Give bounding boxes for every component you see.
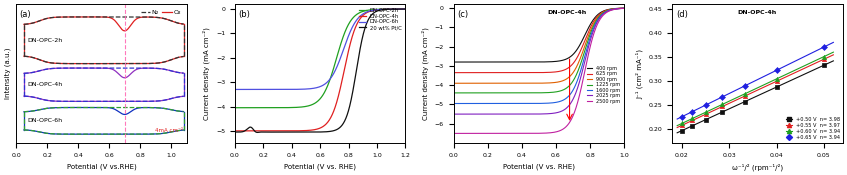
- Point: [770, 69, 783, 72]
- Point: [770, 78, 783, 80]
- Legend: +0.50 V  n= 3.98, +0.55 V  n= 3.97, +0.60 V  n= 3.94, +0.65 V  n= 3.94: +0.50 V n= 3.98, +0.55 V n= 3.97, +0.60 …: [785, 117, 840, 141]
- 20 wt% Pt/C: [252, 131, 263, 134]
- Legend: 400 rpm, 625 rpm, 900 rpm, 1225 rpm, 1600 rpm, 2025 rpm, 2500 rpm: 400 rpm, 625 rpm, 900 rpm, 1225 rpm, 160…: [585, 64, 622, 106]
- Point: [716, 103, 729, 106]
- DN-OPC-2h: [377, 8, 387, 10]
- Point: [817, 64, 831, 67]
- 20 wt% Pt/C: [329, 130, 339, 132]
- DN-OPC-6h: [230, 88, 240, 90]
- Y-axis label: Current density (mA cm⁻²): Current density (mA cm⁻²): [422, 27, 429, 120]
- Point: [716, 95, 729, 98]
- Text: (b): (b): [238, 10, 250, 19]
- Text: (d): (d): [676, 10, 688, 19]
- DN-OPC-6h: [334, 62, 344, 64]
- Legend: DN-OPC-2h, DN-OPC-4h, DN-OPC-6h, 20 wt% Pt/C: DN-OPC-2h, DN-OPC-4h, DN-OPC-6h, 20 wt% …: [358, 7, 402, 31]
- DN-OPC-2h: [339, 35, 349, 37]
- Point: [817, 58, 831, 61]
- X-axis label: Potential (V vs.RHE): Potential (V vs.RHE): [67, 163, 136, 170]
- DN-OPC-4h: [359, 13, 369, 15]
- Text: 4mA cm⁻²: 4mA cm⁻²: [155, 128, 183, 133]
- Point: [699, 118, 712, 121]
- Text: DN-OPC-4h: DN-OPC-4h: [547, 10, 587, 15]
- Point: [686, 124, 700, 127]
- Y-axis label: Intensity (a.u.): Intensity (a.u.): [4, 48, 11, 99]
- Text: (a): (a): [19, 10, 31, 19]
- DN-OPC-6h: [339, 48, 349, 51]
- Line: DN-OPC-4h: DN-OPC-4h: [235, 9, 406, 131]
- 20 wt% Pt/C: [377, 9, 387, 11]
- Point: [675, 129, 689, 132]
- Point: [739, 84, 752, 87]
- Point: [686, 117, 700, 120]
- Point: [770, 80, 783, 83]
- Point: [699, 111, 712, 114]
- DN-OPC-4h: [329, 110, 339, 112]
- Text: DN-OPC-2h: DN-OPC-2h: [27, 38, 63, 43]
- 20 wt% Pt/C: [401, 8, 411, 10]
- DN-OPC-2h: [230, 107, 240, 109]
- DN-OPC-2h: [241, 107, 251, 109]
- Point: [686, 119, 700, 122]
- Point: [699, 104, 712, 107]
- DN-OPC-6h: [241, 88, 251, 90]
- Point: [675, 115, 689, 118]
- Text: DN-OPC-4h: DN-OPC-4h: [737, 10, 777, 15]
- DN-OPC-2h: [334, 51, 344, 53]
- DN-OPC-2h: [401, 8, 411, 10]
- DN-OPC-2h: [359, 10, 369, 12]
- 20 wt% Pt/C: [339, 122, 349, 124]
- DN-OPC-6h: [329, 72, 339, 74]
- DN-OPC-6h: [359, 12, 369, 14]
- Point: [675, 122, 689, 125]
- DN-OPC-4h: [401, 8, 411, 10]
- Text: DN-OPC-4h: DN-OPC-4h: [27, 82, 63, 87]
- Point: [739, 92, 752, 95]
- Line: 20 wt% Pt/C: 20 wt% Pt/C: [235, 9, 406, 132]
- Line: DN-OPC-2h: DN-OPC-2h: [235, 9, 406, 108]
- Point: [739, 94, 752, 97]
- Text: DN-OPC-6h: DN-OPC-6h: [27, 118, 62, 123]
- Point: [716, 105, 729, 108]
- X-axis label: Potential (V vs. RHE): Potential (V vs. RHE): [503, 163, 575, 170]
- Point: [686, 110, 700, 113]
- Point: [817, 55, 831, 58]
- DN-OPC-4h: [241, 130, 251, 132]
- Y-axis label: J⁻¹ (cm² mA⁻¹): J⁻¹ (cm² mA⁻¹): [636, 49, 644, 99]
- DN-OPC-2h: [329, 66, 339, 68]
- DN-OPC-6h: [401, 8, 411, 10]
- X-axis label: Potential (V vs. RHE): Potential (V vs. RHE): [284, 163, 356, 170]
- 20 wt% Pt/C: [334, 127, 344, 130]
- Point: [817, 46, 831, 48]
- DN-OPC-4h: [334, 95, 344, 97]
- DN-OPC-4h: [377, 8, 387, 10]
- DN-OPC-4h: [230, 130, 240, 132]
- Point: [675, 124, 689, 127]
- 20 wt% Pt/C: [359, 29, 369, 31]
- Legend: N₂, O₂: N₂, O₂: [138, 7, 184, 18]
- Point: [770, 86, 783, 88]
- DN-OPC-4h: [339, 73, 349, 75]
- Text: (c): (c): [457, 10, 468, 19]
- Point: [699, 113, 712, 116]
- Line: DN-OPC-6h: DN-OPC-6h: [235, 9, 406, 89]
- Point: [739, 100, 752, 103]
- DN-OPC-6h: [377, 8, 387, 10]
- 20 wt% Pt/C: [230, 131, 240, 133]
- X-axis label: ω⁻¹/² (rpm⁻¹/²): ω⁻¹/² (rpm⁻¹/²): [732, 163, 783, 171]
- 20 wt% Pt/C: [241, 130, 251, 132]
- Point: [716, 111, 729, 113]
- Y-axis label: Current density (mA cm⁻²): Current density (mA cm⁻²): [203, 27, 210, 120]
